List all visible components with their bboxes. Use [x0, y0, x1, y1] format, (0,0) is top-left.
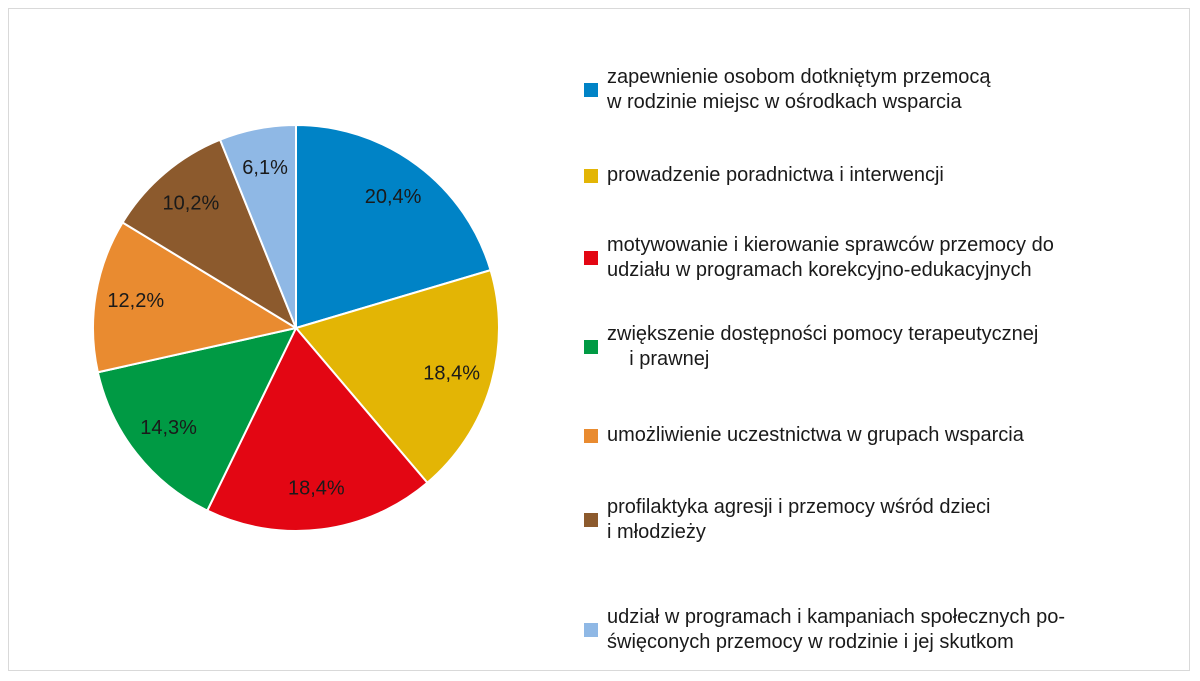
legend-swatch — [584, 340, 598, 354]
legend-label: prowadzenie poradnictwa i interwencji — [607, 164, 944, 186]
legend-item: zapewnienie osobom dotkniętym przemocą w… — [584, 65, 991, 115]
data-label: 18,4% — [423, 363, 480, 385]
legend-label: zwiększenie dostępności pomocy terapeuty… — [607, 323, 1039, 370]
data-label: 20,4% — [365, 186, 422, 208]
pie-slice — [294, 268, 500, 485]
legend-label: umożliwienie uczestnictwa w grupach wspa… — [607, 424, 1024, 446]
legend-swatch — [584, 428, 598, 443]
legend-item: umożliwienie uczestnictwa w grupach wspa… — [584, 423, 1024, 448]
pie-slice — [295, 123, 492, 330]
legend-swatch — [584, 168, 598, 183]
pie-slice — [205, 326, 429, 532]
legend-item: profilaktyka agresji i przemocy wśród dz… — [584, 495, 990, 545]
pie-slice — [218, 123, 297, 329]
legend-label: motywowanie i kierowanie sprawców przemo… — [607, 234, 1054, 281]
pie-slice — [96, 326, 298, 512]
legend-item: motywowanie i kierowanie sprawców przemo… — [584, 233, 1054, 283]
data-label: 6,1% — [242, 157, 288, 179]
data-label: 18,4% — [288, 477, 345, 499]
pie-slice — [92, 221, 299, 374]
legend-item: prowadzenie poradnictwa i interwencji — [584, 163, 944, 188]
data-label: 12,2% — [107, 290, 164, 312]
legend-swatch — [584, 251, 598, 265]
legend-swatch — [584, 513, 598, 527]
legend-swatch — [584, 623, 598, 637]
legend-label: udział w programach i kampaniach społecz… — [607, 606, 1066, 653]
data-label: 14,3% — [140, 417, 197, 439]
legend-swatch — [584, 83, 598, 97]
pie-slice — [121, 138, 299, 331]
chart-frame — [8, 8, 1190, 671]
legend-item: zwiększenie dostępności pomocy terapeuty… — [584, 322, 1038, 372]
legend-label: profilaktyka agresji i przemocy wśród dz… — [607, 496, 991, 543]
legend-item: udział w programach i kampaniach społecz… — [584, 605, 1065, 655]
data-label: 10,2% — [163, 192, 220, 214]
legend-label: zapewnienie osobom dotkniętym przemocą w… — [607, 66, 991, 113]
